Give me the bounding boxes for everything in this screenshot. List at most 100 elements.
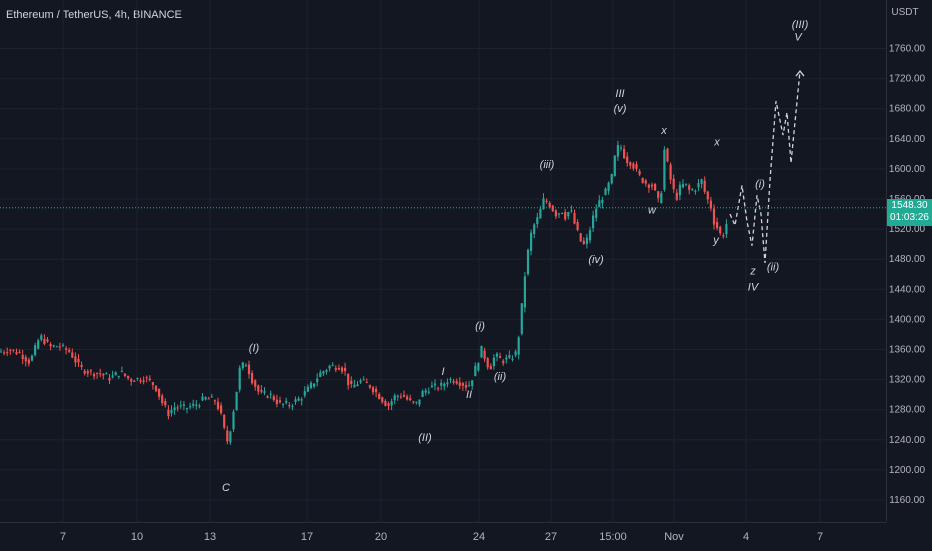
candle-body xyxy=(34,345,37,356)
candle-body xyxy=(573,212,576,224)
candle-body xyxy=(347,373,350,386)
candle-body xyxy=(579,233,582,242)
candle-body xyxy=(68,349,71,352)
y-tick-label: 1280.00 xyxy=(889,405,926,416)
y-tick-label: 1160.00 xyxy=(889,495,925,506)
time-axis[interactable] xyxy=(0,522,886,551)
candle-body xyxy=(489,365,492,370)
candle-body xyxy=(161,395,164,404)
wave-label: (I) xyxy=(249,343,260,355)
candle-body xyxy=(716,221,719,229)
current-price-value: 1548.30 xyxy=(891,199,928,211)
candle-body xyxy=(588,230,592,241)
candle-body xyxy=(592,215,595,229)
candle-body xyxy=(173,407,176,411)
candle-body xyxy=(610,174,613,184)
candle-body xyxy=(418,399,421,405)
candle-body xyxy=(483,350,486,359)
candle-body xyxy=(309,382,313,389)
candle-body xyxy=(37,340,40,349)
candle-body xyxy=(390,401,393,406)
candle-body xyxy=(449,378,452,380)
candle-body xyxy=(396,395,399,397)
candle-body xyxy=(616,144,619,157)
candle-body xyxy=(567,212,570,217)
candle-body xyxy=(601,199,604,204)
candle-body xyxy=(458,382,461,386)
candle-body xyxy=(623,148,626,159)
candle-body xyxy=(216,401,220,410)
candle-body xyxy=(337,367,340,370)
candle-body xyxy=(65,348,68,350)
candle-body xyxy=(263,391,266,393)
candle-body xyxy=(142,380,145,382)
candle-body xyxy=(108,377,111,381)
candle-body xyxy=(27,359,30,364)
candle-body xyxy=(210,396,213,398)
candle-body xyxy=(356,384,359,387)
candle-body xyxy=(440,382,443,386)
candle-body xyxy=(722,235,725,237)
candle-body xyxy=(548,202,551,208)
candle-body xyxy=(678,184,681,196)
y-tick-label: 1200.00 xyxy=(889,465,926,476)
candle-countdown: 01:03:26 xyxy=(890,211,929,223)
candle-body xyxy=(626,156,629,164)
candle-body xyxy=(58,346,61,348)
candle-body xyxy=(464,384,468,388)
candle-body xyxy=(523,276,526,308)
candle-body xyxy=(96,372,99,374)
x-tick-label: 27 xyxy=(545,531,557,543)
candle-body xyxy=(71,352,74,358)
price-axis[interactable] xyxy=(886,0,932,522)
candle-body xyxy=(164,401,167,406)
candle-body xyxy=(269,393,272,395)
candle-body xyxy=(204,397,207,400)
candle-body xyxy=(694,190,697,192)
candle-body xyxy=(474,365,477,377)
y-tick-label: 1320.00 xyxy=(889,375,926,386)
candle-body xyxy=(514,351,517,356)
candle-body xyxy=(368,385,371,388)
candle-body xyxy=(77,358,80,363)
wave-labels: C(I)(II)III(i)(ii)(iii)(iv)III(v)xwxy(i)… xyxy=(222,19,809,494)
candle-body xyxy=(114,372,117,376)
candle-body xyxy=(561,212,564,214)
symbol-title: Ethereum / TetherUS, 4h, BINANCE xyxy=(6,9,182,21)
y-tick-label: 1680.00 xyxy=(889,104,926,115)
candle-body xyxy=(350,380,353,384)
candle-body xyxy=(424,390,427,393)
candle-body xyxy=(371,387,375,393)
candle-body xyxy=(604,188,607,196)
candle-body xyxy=(663,149,666,190)
candle-body xyxy=(582,240,585,244)
grid xyxy=(0,0,886,522)
candle-body xyxy=(49,344,52,347)
candle-body xyxy=(551,205,554,212)
candle-body xyxy=(635,164,638,169)
projection-path xyxy=(729,71,801,264)
projection-arrowhead xyxy=(795,70,805,77)
candle-body xyxy=(83,370,86,374)
wave-label: z xyxy=(749,265,756,277)
candle-body xyxy=(486,358,489,368)
candle-body xyxy=(61,344,65,346)
candle-body xyxy=(207,398,210,400)
candle-body xyxy=(322,371,325,374)
candle-body xyxy=(220,405,223,414)
wave-label: x xyxy=(660,125,667,137)
candle-body xyxy=(43,339,46,345)
candle-body xyxy=(669,164,672,180)
candle-body xyxy=(691,189,694,191)
candle-body xyxy=(254,380,257,387)
candle-body xyxy=(328,365,331,369)
candle-body xyxy=(30,355,34,361)
candle-body xyxy=(105,373,108,375)
x-tick-label: 7 xyxy=(60,531,66,543)
candle-body xyxy=(89,370,92,372)
candle-body xyxy=(706,191,709,200)
candle-body xyxy=(6,352,9,354)
candle-body xyxy=(660,193,663,204)
x-tick-label: 7 xyxy=(817,531,823,543)
candle-body xyxy=(353,384,356,388)
